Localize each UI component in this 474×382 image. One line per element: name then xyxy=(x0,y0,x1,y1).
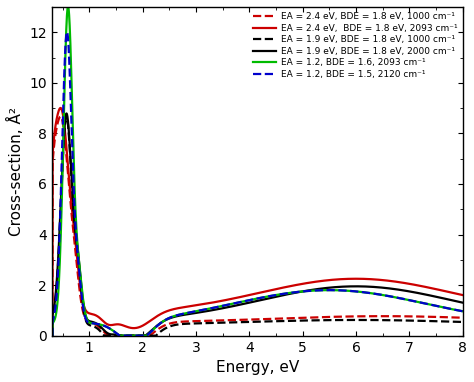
Y-axis label: Cross-section, Å²: Cross-section, Å² xyxy=(7,107,24,236)
EA = 2.4 eV, BDE = 1.8 eV, 1000 cm⁻¹ xyxy=(452,315,457,320)
EA = 2.4 eV, BDE = 1.8 eV, 1000 cm⁻¹ xyxy=(120,333,126,338)
EA = 1.2, BDE = 1.5, 2120 cm⁻¹ xyxy=(64,30,70,34)
EA = 2.4 eV,  BDE = 1.8 eV, 2093 cm⁻¹ xyxy=(58,106,64,110)
Line: EA = 1.9 eV, BDE = 1.8 eV, 2000 cm⁻¹: EA = 1.9 eV, BDE = 1.8 eV, 2000 cm⁻¹ xyxy=(52,113,463,336)
EA = 1.9 eV, BDE = 1.8 eV, 1000 cm⁻¹ xyxy=(460,320,465,324)
EA = 1.9 eV, BDE = 1.8 eV, 2000 cm⁻¹ xyxy=(207,308,212,313)
EA = 1.2, BDE = 1.6, 2093 cm⁻¹ xyxy=(460,309,465,314)
EA = 2.4 eV,  BDE = 1.8 eV, 2093 cm⁻¹ xyxy=(96,315,102,320)
EA = 1.9 eV, BDE = 1.8 eV, 2000 cm⁻¹ xyxy=(120,333,126,338)
EA = 1.2, BDE = 1.6, 2093 cm⁻¹ xyxy=(225,303,230,307)
EA = 1.2, BDE = 1.5, 2120 cm⁻¹ xyxy=(408,298,413,303)
EA = 1.9 eV, BDE = 1.8 eV, 1000 cm⁻¹ xyxy=(120,333,126,338)
EA = 1.2, BDE = 1.6, 2093 cm⁻¹ xyxy=(207,306,212,311)
EA = 2.4 eV,  BDE = 1.8 eV, 2093 cm⁻¹ xyxy=(225,298,230,302)
EA = 1.9 eV, BDE = 1.8 eV, 1000 cm⁻¹ xyxy=(408,318,413,323)
EA = 1.9 eV, BDE = 1.8 eV, 1000 cm⁻¹ xyxy=(207,321,212,325)
EA = 1.9 eV, BDE = 1.8 eV, 2000 cm⁻¹ xyxy=(96,323,102,328)
EA = 1.2, BDE = 1.5, 2120 cm⁻¹ xyxy=(452,308,457,312)
EA = 1.2, BDE = 1.5, 2120 cm⁻¹ xyxy=(96,322,102,327)
EA = 1.9 eV, BDE = 1.8 eV, 1000 cm⁻¹ xyxy=(452,319,457,324)
EA = 1.9 eV, BDE = 1.8 eV, 2000 cm⁻¹ xyxy=(408,289,413,294)
EA = 1.9 eV, BDE = 1.8 eV, 2000 cm⁻¹ xyxy=(225,305,230,309)
EA = 2.4 eV, BDE = 1.8 eV, 1000 cm⁻¹ xyxy=(225,318,230,322)
EA = 1.9 eV, BDE = 1.8 eV, 1000 cm⁻¹ xyxy=(49,333,55,338)
Legend: EA = 2.4 eV, BDE = 1.8 eV, 1000 cm⁻¹, EA = 2.4 eV,  BDE = 1.8 eV, 2093 cm⁻¹, EA : EA = 2.4 eV, BDE = 1.8 eV, 1000 cm⁻¹, EA… xyxy=(250,9,461,83)
EA = 1.2, BDE = 1.6, 2093 cm⁻¹ xyxy=(408,298,413,303)
EA = 2.4 eV,  BDE = 1.8 eV, 2093 cm⁻¹ xyxy=(207,301,212,305)
EA = 1.2, BDE = 1.6, 2093 cm⁻¹ xyxy=(96,322,102,327)
Line: EA = 1.2, BDE = 1.6, 2093 cm⁻¹: EA = 1.2, BDE = 1.6, 2093 cm⁻¹ xyxy=(52,6,463,336)
EA = 1.2, BDE = 1.5, 2120 cm⁻¹ xyxy=(207,306,212,311)
EA = 1.2, BDE = 1.6, 2093 cm⁻¹ xyxy=(49,333,55,338)
EA = 2.4 eV,  BDE = 1.8 eV, 2093 cm⁻¹ xyxy=(49,333,55,338)
EA = 1.9 eV, BDE = 1.8 eV, 2000 cm⁻¹ xyxy=(49,333,55,338)
EA = 2.4 eV,  BDE = 1.8 eV, 2093 cm⁻¹ xyxy=(460,293,465,297)
X-axis label: Energy, eV: Energy, eV xyxy=(216,360,299,375)
EA = 2.4 eV,  BDE = 1.8 eV, 2093 cm⁻¹ xyxy=(408,282,413,286)
EA = 2.4 eV, BDE = 1.8 eV, 1000 cm⁻¹ xyxy=(58,114,64,119)
EA = 1.2, BDE = 1.6, 2093 cm⁻¹ xyxy=(452,308,457,312)
EA = 1.9 eV, BDE = 1.8 eV, 1000 cm⁻¹ xyxy=(225,320,230,325)
EA = 1.2, BDE = 1.6, 2093 cm⁻¹ xyxy=(120,333,126,338)
EA = 1.2, BDE = 1.5, 2120 cm⁻¹ xyxy=(460,309,465,314)
EA = 2.4 eV, BDE = 1.8 eV, 1000 cm⁻¹ xyxy=(96,325,102,329)
Line: EA = 2.4 eV,  BDE = 1.8 eV, 2093 cm⁻¹: EA = 2.4 eV, BDE = 1.8 eV, 2093 cm⁻¹ xyxy=(52,108,463,336)
EA = 2.4 eV,  BDE = 1.8 eV, 2093 cm⁻¹ xyxy=(452,291,457,296)
EA = 1.2, BDE = 1.5, 2120 cm⁻¹ xyxy=(120,333,126,338)
EA = 2.4 eV, BDE = 1.8 eV, 1000 cm⁻¹ xyxy=(207,319,212,323)
EA = 1.2, BDE = 1.5, 2120 cm⁻¹ xyxy=(225,303,230,307)
EA = 1.2, BDE = 1.5, 2120 cm⁻¹ xyxy=(49,333,55,338)
EA = 2.4 eV, BDE = 1.8 eV, 1000 cm⁻¹ xyxy=(460,316,465,320)
EA = 1.9 eV, BDE = 1.8 eV, 2000 cm⁻¹ xyxy=(64,111,69,116)
EA = 1.9 eV, BDE = 1.8 eV, 1000 cm⁻¹ xyxy=(96,327,102,332)
Line: EA = 1.9 eV, BDE = 1.8 eV, 1000 cm⁻¹: EA = 1.9 eV, BDE = 1.8 eV, 1000 cm⁻¹ xyxy=(52,117,463,336)
EA = 2.4 eV,  BDE = 1.8 eV, 2093 cm⁻¹ xyxy=(120,323,126,328)
EA = 1.9 eV, BDE = 1.8 eV, 2000 cm⁻¹ xyxy=(460,300,465,305)
Line: EA = 1.2, BDE = 1.5, 2120 cm⁻¹: EA = 1.2, BDE = 1.5, 2120 cm⁻¹ xyxy=(52,32,463,336)
EA = 1.9 eV, BDE = 1.8 eV, 1000 cm⁻¹ xyxy=(64,115,69,119)
EA = 2.4 eV, BDE = 1.8 eV, 1000 cm⁻¹ xyxy=(408,314,413,319)
EA = 2.4 eV, BDE = 1.8 eV, 1000 cm⁻¹ xyxy=(49,333,55,338)
Line: EA = 2.4 eV, BDE = 1.8 eV, 1000 cm⁻¹: EA = 2.4 eV, BDE = 1.8 eV, 1000 cm⁻¹ xyxy=(52,117,463,336)
EA = 1.2, BDE = 1.6, 2093 cm⁻¹ xyxy=(65,4,71,9)
EA = 1.9 eV, BDE = 1.8 eV, 2000 cm⁻¹ xyxy=(452,299,457,303)
